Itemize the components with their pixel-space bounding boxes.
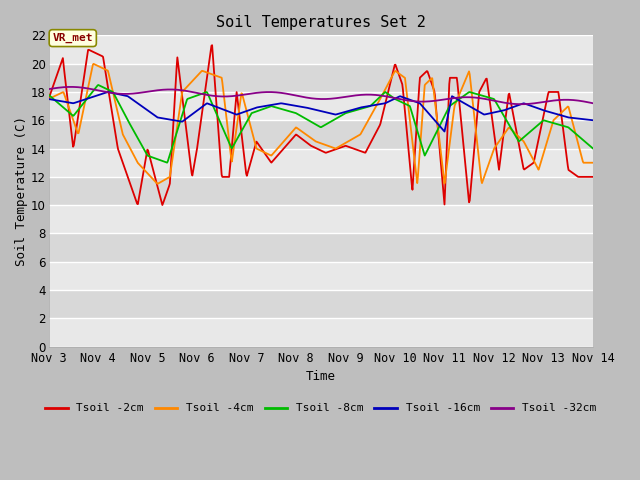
Tsoil -8cm [362,105,370,110]
Tsoil -4cm [459,83,467,89]
Y-axis label: Soil Temperature (C): Soil Temperature (C) [15,116,28,266]
Tsoil -8cm [589,146,597,152]
Tsoil -32cm [515,101,522,107]
X-axis label: Time: Time [306,370,336,383]
Tsoil -8cm [95,82,102,88]
Tsoil -8cm [78,102,86,108]
Tsoil -16cm [515,102,523,108]
Tsoil -2cm [589,174,597,180]
Text: VR_met: VR_met [52,33,93,43]
Bar [49,290,593,318]
Tsoil -2cm [208,42,216,48]
Tsoil -32cm [67,84,75,90]
Bar [49,149,593,177]
Tsoil -32cm [362,92,369,97]
Tsoil -2cm [362,148,370,154]
Tsoil -32cm [589,100,597,106]
Bar [49,177,593,205]
Tsoil -4cm [362,121,370,127]
Tsoil -4cm [154,181,161,187]
Tsoil -16cm [376,101,383,107]
Tsoil -32cm [517,101,525,107]
Tsoil -8cm [45,92,52,97]
Tsoil -2cm [159,202,166,208]
Bar [49,64,593,92]
Tsoil -16cm [45,96,52,102]
Tsoil -8cm [376,94,384,99]
Tsoil -16cm [441,129,449,134]
Line: Tsoil -32cm: Tsoil -32cm [49,87,593,104]
Tsoil -4cm [393,69,401,75]
Tsoil -4cm [90,61,97,67]
Tsoil -32cm [376,93,383,98]
Bar [49,120,593,149]
Tsoil -16cm [459,99,467,105]
Line: Tsoil -16cm: Tsoil -16cm [49,92,593,132]
Tsoil -2cm [45,96,52,102]
Tsoil -8cm [515,139,523,144]
Tsoil -8cm [393,97,401,103]
Line: Tsoil -4cm: Tsoil -4cm [49,64,593,184]
Bar [49,205,593,233]
Line: Tsoil -2cm: Tsoil -2cm [49,45,593,205]
Tsoil -16cm [362,104,369,109]
Title: Soil Temperatures Set 2: Soil Temperatures Set 2 [216,15,426,30]
Tsoil -2cm [459,136,467,142]
Tsoil -32cm [45,86,52,92]
Tsoil -4cm [45,96,52,102]
Tsoil -4cm [78,114,86,120]
Tsoil -4cm [515,134,523,140]
Tsoil -8cm [459,94,467,99]
Tsoil -32cm [79,85,86,91]
Tsoil -2cm [515,141,523,146]
Bar [49,318,593,347]
Tsoil -2cm [78,88,86,94]
Bar [49,36,593,64]
Tsoil -4cm [376,96,384,101]
Tsoil -8cm [163,160,171,166]
Tsoil -16cm [392,95,400,101]
Tsoil -16cm [78,97,86,103]
Bar [49,233,593,262]
Tsoil -4cm [589,160,597,166]
Tsoil -16cm [104,89,112,95]
Tsoil -32cm [392,96,400,101]
Tsoil -2cm [393,66,401,72]
Tsoil -16cm [589,118,597,123]
Legend: Tsoil -2cm, Tsoil -4cm, Tsoil -8cm, Tsoil -16cm, Tsoil -32cm: Tsoil -2cm, Tsoil -4cm, Tsoil -8cm, Tsoi… [41,399,601,418]
Line: Tsoil -8cm: Tsoil -8cm [49,85,593,163]
Tsoil -32cm [458,95,466,100]
Tsoil -2cm [376,120,384,126]
Bar [49,262,593,290]
Bar [49,92,593,120]
